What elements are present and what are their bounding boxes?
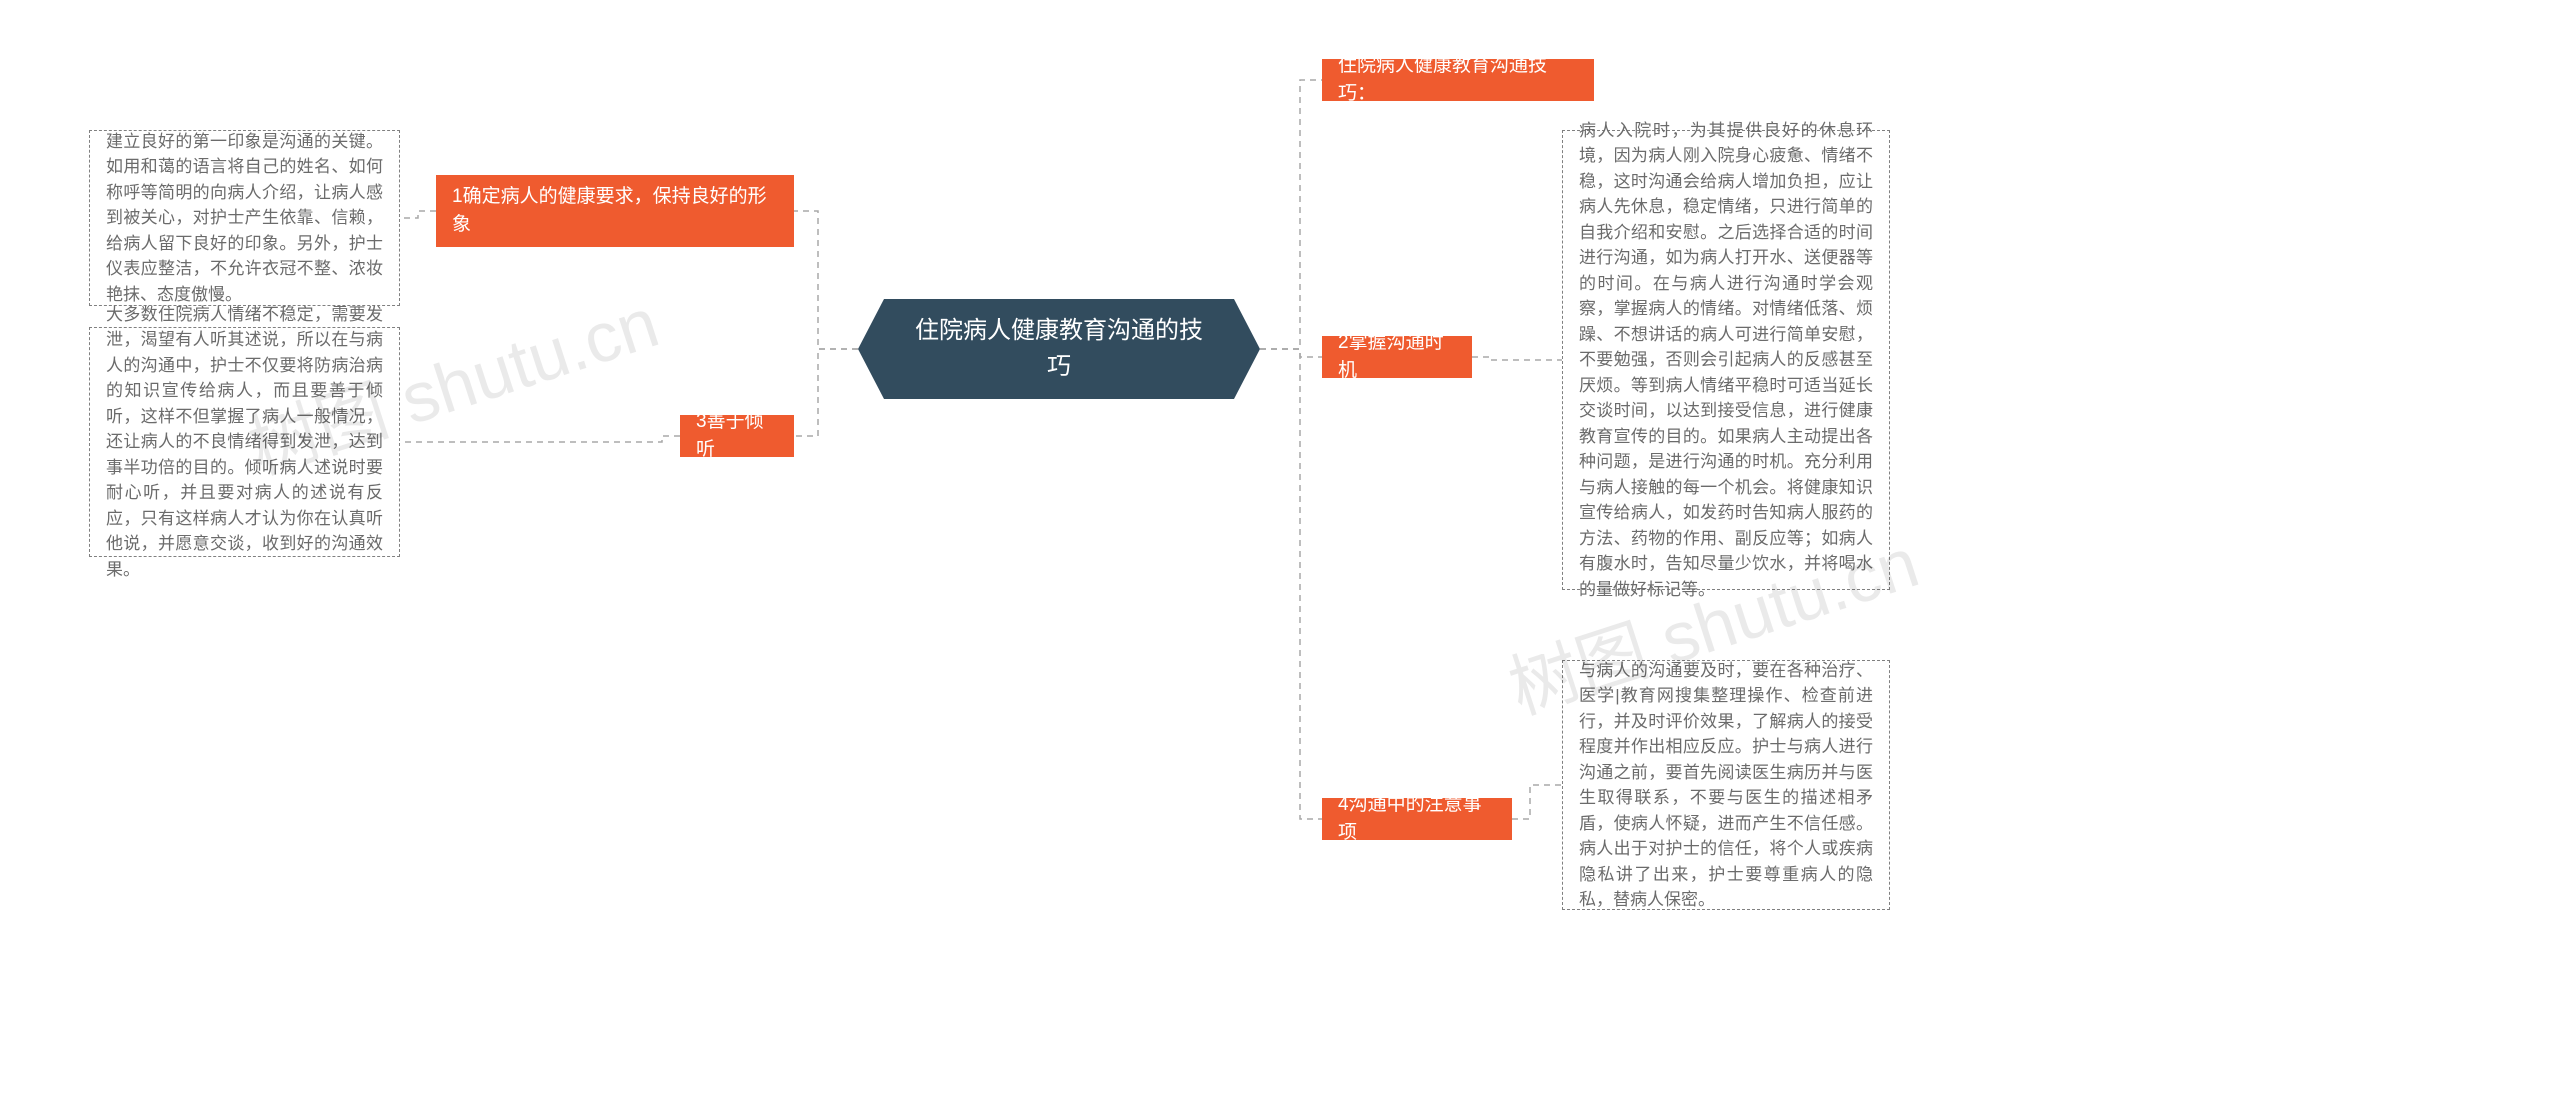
branch-3-listening: 3善于倾听 bbox=[680, 415, 794, 457]
leaf-1-first-impression: 建立良好的第一印象是沟通的关键。如用和蔼的语言将自己的姓名、如何称呼等简明的向病… bbox=[89, 130, 400, 306]
branch-1-label: 1确定病人的健康要求，保持良好的形象 bbox=[452, 183, 778, 240]
branch-2-timing: 2掌握沟通时机 bbox=[1322, 336, 1472, 378]
leaf-2-text: 病人入院时，为其提供良好的休息环境，因为病人刚入院身心疲惫、情绪不稳，这时沟通会… bbox=[1579, 118, 1873, 603]
branch-4-attention: 4沟通中的注意事项 bbox=[1322, 798, 1512, 840]
branch-title-label: 住院病人健康教育沟通技巧： bbox=[1338, 52, 1578, 109]
branch-title-tips: 住院病人健康教育沟通技巧： bbox=[1322, 59, 1594, 101]
leaf-2-timing-detail: 病人入院时，为其提供良好的休息环境，因为病人刚入院身心疲惫、情绪不稳，这时沟通会… bbox=[1562, 130, 1890, 590]
branch-4-label: 4沟通中的注意事项 bbox=[1338, 791, 1496, 848]
leaf-3-text: 大多数住院病人情绪不稳定，需要发泄，渴望有人听其述说，所以在与病人的沟通中，护士… bbox=[106, 302, 383, 583]
leaf-3-listening-detail: 大多数住院病人情绪不稳定，需要发泄，渴望有人听其述说，所以在与病人的沟通中，护士… bbox=[89, 327, 400, 557]
branch-3-label: 3善于倾听 bbox=[696, 408, 778, 465]
branch-2-label: 2掌握沟通时机 bbox=[1338, 329, 1456, 386]
branch-1-healthy-image: 1确定病人的健康要求，保持良好的形象 bbox=[436, 175, 794, 247]
root-wedge-right bbox=[1234, 299, 1260, 399]
root-wedge-left bbox=[858, 299, 884, 399]
leaf-4-text: 与病人的沟通要及时，要在各种治疗、医学|教育网搜集整理操作、检查前进行，并及时评… bbox=[1579, 658, 1873, 913]
root-label: 住院病人健康教育沟通的技巧 bbox=[906, 313, 1212, 385]
root-node: 住院病人健康教育沟通的技巧 bbox=[884, 299, 1234, 399]
leaf-4-attention-detail: 与病人的沟通要及时，要在各种治疗、医学|教育网搜集整理操作、检查前进行，并及时评… bbox=[1562, 660, 1890, 910]
leaf-1-text: 建立良好的第一印象是沟通的关键。如用和蔼的语言将自己的姓名、如何称呼等简明的向病… bbox=[106, 129, 383, 308]
